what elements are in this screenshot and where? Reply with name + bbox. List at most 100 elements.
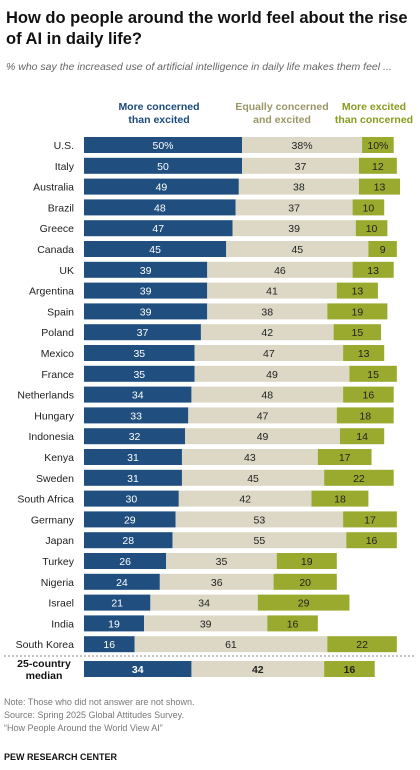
bar-equal — [181, 449, 318, 465]
bar-excited — [276, 553, 337, 569]
bar-equal — [242, 137, 363, 153]
bar-excited — [343, 386, 394, 403]
bar-excited — [339, 428, 385, 445]
value-label-concerned: 19 — [108, 618, 120, 630]
value-label-equal: 36 — [211, 577, 223, 589]
row-label: Netherlands — [17, 390, 74, 402]
value-label-excited: 10 — [366, 223, 378, 235]
stacked-bar-chart: U.S. 50% 38% 10% Italy 50 37 12 Australia 49 38 13 B… — [4, 137, 414, 682]
value-label-excited: 16 — [287, 618, 299, 630]
bar-concerned — [84, 511, 176, 528]
bar-concerned — [84, 199, 236, 216]
value-label-concerned: 31 — [127, 452, 139, 464]
row-label: Canada — [37, 244, 74, 256]
value-label-concerned: 45 — [149, 244, 161, 256]
bar-equal — [242, 157, 359, 174]
bar-excited — [352, 261, 394, 278]
row-label: South Korea — [16, 639, 75, 651]
bar-equal — [159, 573, 274, 590]
value-label-excited: 18 — [334, 494, 346, 506]
bar-excited — [336, 282, 378, 299]
bar-equal — [188, 407, 337, 424]
value-label-concerned: 31 — [127, 473, 139, 485]
bar-concerned — [84, 449, 182, 465]
bar-concerned — [84, 532, 173, 549]
value-label-equal: 42 — [239, 494, 251, 506]
bar-concerned — [84, 345, 195, 361]
bar-excited — [349, 365, 397, 382]
value-label-equal: 35 — [216, 556, 228, 568]
value-label-concerned: 48 — [154, 202, 166, 214]
row-label: Turkey — [42, 556, 74, 568]
bar-excited — [362, 137, 394, 153]
value-label-excited: 13 — [367, 265, 379, 277]
value-label-concerned: 50 — [157, 161, 169, 173]
row-label: France — [41, 369, 74, 381]
value-label-equal: 39 — [288, 223, 300, 235]
median-value-label-excited: 16 — [344, 664, 356, 676]
value-label-equal: 46 — [274, 265, 286, 277]
bar-concerned — [84, 178, 239, 195]
bar-excited — [352, 199, 385, 216]
bar-equal — [144, 615, 268, 632]
median-value-label-equal: 42 — [252, 664, 264, 676]
bar-excited — [317, 449, 372, 465]
bar-excited — [343, 511, 397, 528]
legend-excited: More excited than concerned — [334, 101, 414, 126]
value-label-excited: 22 — [353, 473, 365, 485]
value-label-excited: 13 — [358, 348, 370, 360]
row-label: Greece — [40, 223, 75, 235]
value-label-concerned: 21 — [111, 598, 123, 610]
bar-equal — [150, 594, 258, 611]
bar-concerned — [84, 469, 182, 486]
value-label-equal: 38 — [293, 182, 305, 194]
row-label: Italy — [55, 161, 75, 173]
row-label: Mexico — [41, 348, 74, 360]
bar-equal — [232, 220, 356, 237]
bar-excited — [358, 157, 397, 174]
value-label-excited: 17 — [364, 514, 376, 526]
value-label-concerned: 16 — [103, 639, 115, 651]
bar-concerned — [84, 157, 242, 174]
bar-equal — [194, 365, 350, 382]
value-label-equal: 42 — [261, 327, 273, 339]
bar-equal — [172, 532, 347, 549]
page-title: How do people around the world feel abou… — [6, 9, 408, 48]
median-value-label-concerned: 34 — [132, 664, 144, 676]
median-bar-concerned — [84, 661, 192, 677]
value-label-excited: 10 — [363, 202, 375, 214]
row-label: UK — [59, 265, 74, 277]
value-label-equal: 39 — [200, 618, 212, 630]
row-label: Poland — [41, 327, 74, 339]
bar-equal — [207, 261, 353, 278]
value-label-concerned: 49 — [156, 182, 168, 194]
bar-concerned — [84, 261, 208, 278]
value-label-equal: 38 — [261, 306, 273, 318]
value-label-excited: 20 — [299, 577, 311, 589]
row-label: Kenya — [44, 452, 74, 464]
value-label-excited: 19 — [351, 306, 363, 318]
bar-concerned — [84, 324, 201, 341]
row-label: Japan — [45, 535, 74, 547]
value-label-equal: 43 — [244, 452, 256, 464]
bar-excited — [368, 241, 397, 257]
bar-excited — [311, 490, 369, 507]
value-label-excited: 15 — [367, 369, 379, 381]
value-label-concerned: 35 — [133, 348, 145, 360]
bar-concerned — [84, 594, 151, 611]
value-label-excited: 15 — [351, 327, 363, 339]
value-label-concerned: 47 — [152, 223, 164, 235]
source-text: Source: Spring 2025 Global Attitudes Sur… — [4, 710, 184, 720]
value-label-excited: 19 — [301, 556, 313, 568]
value-label-concerned: 32 — [129, 431, 141, 443]
bar-equal — [200, 324, 334, 341]
bar-concerned — [84, 241, 227, 257]
value-label-excited: 17 — [339, 452, 351, 464]
value-label-equal: 48 — [261, 390, 273, 402]
row-label: Nigeria — [41, 577, 74, 589]
bar-excited — [327, 303, 388, 320]
bar-equal — [226, 241, 369, 257]
value-label-excited: 16 — [366, 535, 378, 547]
row-label: Israel — [48, 598, 74, 610]
row-label: Hungary — [34, 410, 74, 422]
